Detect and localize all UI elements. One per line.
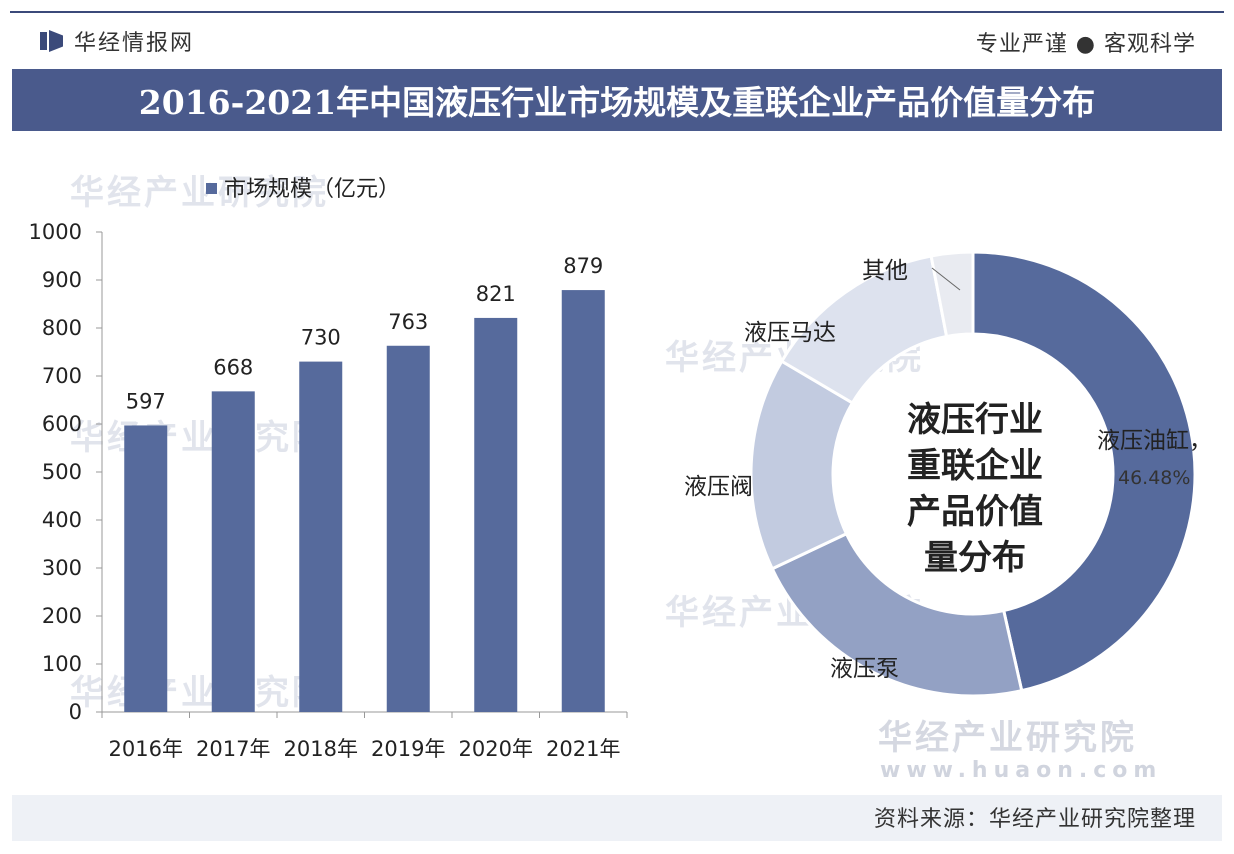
y-tick-label: 300 xyxy=(42,556,82,580)
y-tick-label: 1000 xyxy=(29,220,82,244)
legend-label: 市场规模（亿元） xyxy=(224,177,400,202)
title-bar: 2016-2021年中国液压行业市场规模及重联企业产品价值量分布 xyxy=(12,69,1222,131)
chart-title: 2016-2021年中国液压行业市场规模及重联企业产品价值量分布 xyxy=(138,83,1096,122)
donut-center-text: 量分布 xyxy=(924,538,1026,578)
y-tick-label: 500 xyxy=(42,460,82,484)
leader-line xyxy=(931,267,961,291)
bar-value-label: 763 xyxy=(388,310,428,334)
bar xyxy=(211,391,255,712)
slice-label: 液压泵 xyxy=(830,656,899,682)
donut-center-text: 产品价值 xyxy=(907,492,1043,532)
logo-icon xyxy=(40,30,64,52)
bar xyxy=(299,361,343,712)
slice-label: 液压油缸， xyxy=(1097,428,1212,454)
bar-value-label: 879 xyxy=(563,254,603,278)
x-tick-label: 2020年 xyxy=(459,737,533,761)
footer-panel xyxy=(12,795,1222,841)
bar-value-label: 597 xyxy=(126,389,166,413)
watermark-text: 华经产业研究院 xyxy=(70,673,329,713)
y-tick-label: 900 xyxy=(42,268,82,292)
watermark-url: www.huaon.com xyxy=(880,758,1163,783)
slice-value-label: 46.48% xyxy=(1118,467,1190,489)
watermark-text: 华经产业研究院 xyxy=(70,418,329,458)
x-tick-label: 2019年 xyxy=(371,737,445,761)
bar xyxy=(124,425,168,712)
y-tick-label: 100 xyxy=(42,652,82,676)
x-tick-label: 2016年 xyxy=(109,737,183,761)
y-tick-label: 600 xyxy=(42,412,82,436)
x-tick-label: 2021年 xyxy=(546,737,620,761)
slice-label: 液压马达 xyxy=(744,320,836,346)
bar-value-label: 730 xyxy=(301,326,341,350)
donut-slice xyxy=(770,531,1024,698)
bar xyxy=(561,290,605,712)
y-tick-label: 200 xyxy=(42,604,82,628)
legend-swatch xyxy=(206,183,217,194)
watermark-text: 华经产业研究院 xyxy=(70,173,329,213)
donut-slice xyxy=(929,250,975,339)
y-tick-label: 800 xyxy=(42,316,82,340)
donut-slice xyxy=(971,250,1197,693)
slice-label: 其他 xyxy=(862,258,908,284)
y-tick-label: 400 xyxy=(42,508,82,532)
y-tick-label: 700 xyxy=(42,364,82,388)
x-tick-label: 2017年 xyxy=(196,737,270,761)
x-tick-label: 2018年 xyxy=(284,737,358,761)
watermark-text: 华经产业研究院 xyxy=(878,718,1137,758)
donut-center-text: 液压行业 xyxy=(907,400,1043,440)
site-name: 华经情报网 xyxy=(74,31,195,56)
tagline: 专业严谨 ● 客观科学 xyxy=(975,32,1196,57)
donut-center-text: 重联企业 xyxy=(907,446,1043,486)
bar xyxy=(474,317,518,712)
y-tick-label: 0 xyxy=(69,700,82,724)
slice-label: 液压阀 xyxy=(684,474,753,500)
bar-value-label: 821 xyxy=(476,282,516,306)
bar-value-label: 668 xyxy=(213,355,253,379)
site-header: 华经情报网 xyxy=(40,24,194,58)
source-note: 资料来源：华经产业研究院整理 xyxy=(873,807,1196,832)
bar xyxy=(386,345,430,712)
top-rule xyxy=(10,11,1224,13)
